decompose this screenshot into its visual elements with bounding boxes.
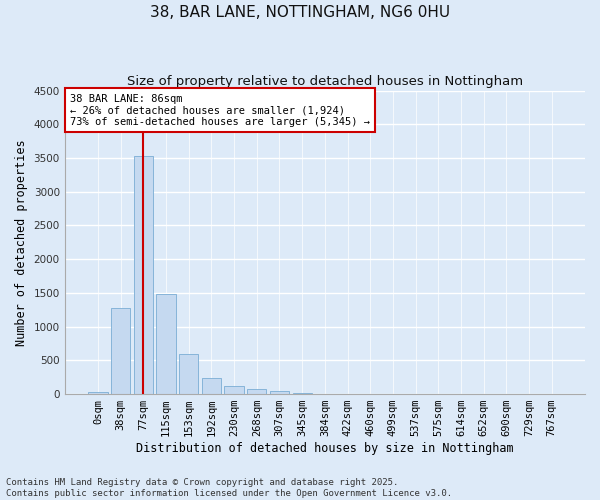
Text: 38 BAR LANE: 86sqm
← 26% of detached houses are smaller (1,924)
73% of semi-deta: 38 BAR LANE: 86sqm ← 26% of detached hou…: [70, 94, 370, 127]
Title: Size of property relative to detached houses in Nottingham: Size of property relative to detached ho…: [127, 75, 523, 88]
Bar: [157, 294, 176, 394]
Bar: [88, 392, 107, 394]
Bar: [247, 389, 266, 394]
Text: Contains HM Land Registry data © Crown copyright and database right 2025.
Contai: Contains HM Land Registry data © Crown c…: [6, 478, 452, 498]
Bar: [202, 378, 221, 394]
Bar: [111, 308, 130, 394]
Y-axis label: Number of detached properties: Number of detached properties: [15, 139, 28, 346]
Bar: [179, 354, 199, 394]
Bar: [224, 386, 244, 394]
X-axis label: Distribution of detached houses by size in Nottingham: Distribution of detached houses by size …: [136, 442, 514, 455]
Bar: [270, 391, 289, 394]
Text: 38, BAR LANE, NOTTINGHAM, NG6 0HU: 38, BAR LANE, NOTTINGHAM, NG6 0HU: [150, 5, 450, 20]
Bar: [293, 392, 312, 394]
Bar: [134, 156, 153, 394]
